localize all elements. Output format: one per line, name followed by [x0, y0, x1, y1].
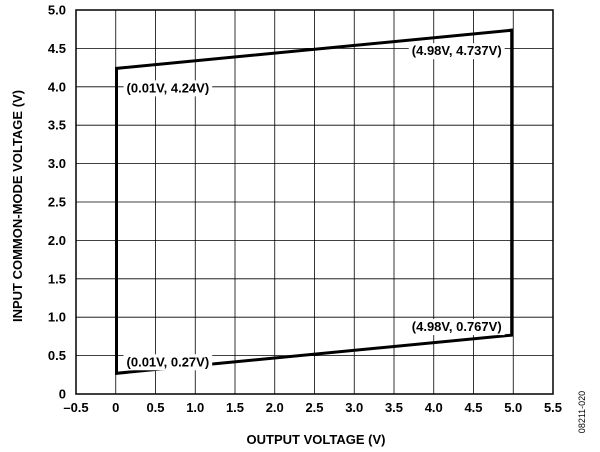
- y-tick-label: 1.0: [48, 310, 66, 325]
- y-tick-label: 2.0: [48, 233, 66, 248]
- x-tick-label: 5.5: [544, 400, 562, 415]
- plot-frame: [75, 9, 554, 395]
- y-tick-label: 0: [59, 387, 66, 402]
- x-tick-labels: –0.5 0 0.5 1.0 1.5 2.0 2.5 3.0 3.5 4.0 4.5 5.0 5.5: [63, 400, 562, 415]
- x-tick-label: 1.5: [226, 400, 244, 415]
- y-tick-labels: 0 0.5 1.0 1.5 2.0 2.5 3.0 3.5 4.0 4.5 5.0: [48, 3, 66, 402]
- x-tick-label: 3.5: [385, 400, 403, 415]
- x-tick-label: 2.5: [305, 400, 323, 415]
- y-tick-label: 1.5: [48, 271, 66, 286]
- data-label: (4.98V, 4.737V): [412, 43, 502, 58]
- data-point: [115, 371, 119, 375]
- data-label-background: [123, 80, 213, 97]
- y-tick-label: 3.0: [48, 156, 66, 171]
- y-tick-label: 3.5: [48, 118, 66, 133]
- data-label-background: [123, 354, 213, 371]
- data-point: [510, 28, 514, 32]
- data-label: (4.98V, 0.767V): [412, 319, 502, 334]
- data-label: (0.01V, 4.24V): [127, 80, 210, 95]
- x-tick-label: 0.5: [146, 400, 164, 415]
- x-tick-label: 1.0: [186, 400, 204, 415]
- data-label: (0.01V, 0.27V): [127, 354, 210, 369]
- data-point: [510, 333, 514, 337]
- figure-id: 08211-020: [577, 391, 587, 433]
- series-layer: [115, 28, 514, 375]
- data-label-background: [408, 43, 505, 60]
- annotations: (0.01V, 4.24V) (4.98V, 4.737V) (4.98V, 0.7…: [123, 43, 505, 371]
- data-label-background: [408, 319, 505, 336]
- x-tick-label: 5.0: [504, 400, 522, 415]
- y-tick-label: 2.5: [48, 195, 66, 210]
- x-tick-label: 3.0: [345, 400, 363, 415]
- grid: [75, 9, 554, 395]
- x-axis-label: OUTPUT VOLTAGE (V): [247, 432, 386, 447]
- y-tick-label: 5.0: [48, 3, 66, 18]
- x-tick-label: –0.5: [63, 400, 88, 415]
- y-tick-label: 0.5: [48, 348, 66, 363]
- y-axis-label: INPUT COMMON-MODE VOLTAGE (V): [10, 90, 25, 322]
- y-tick-label: 4.5: [48, 41, 66, 56]
- x-tick-label: 0: [112, 400, 119, 415]
- y-tick-label: 4.0: [48, 79, 66, 94]
- data-point: [115, 66, 119, 70]
- x-tick-label: 4.5: [464, 400, 482, 415]
- x-tick-label: 4.0: [425, 400, 443, 415]
- x-tick-label: 2.0: [266, 400, 284, 415]
